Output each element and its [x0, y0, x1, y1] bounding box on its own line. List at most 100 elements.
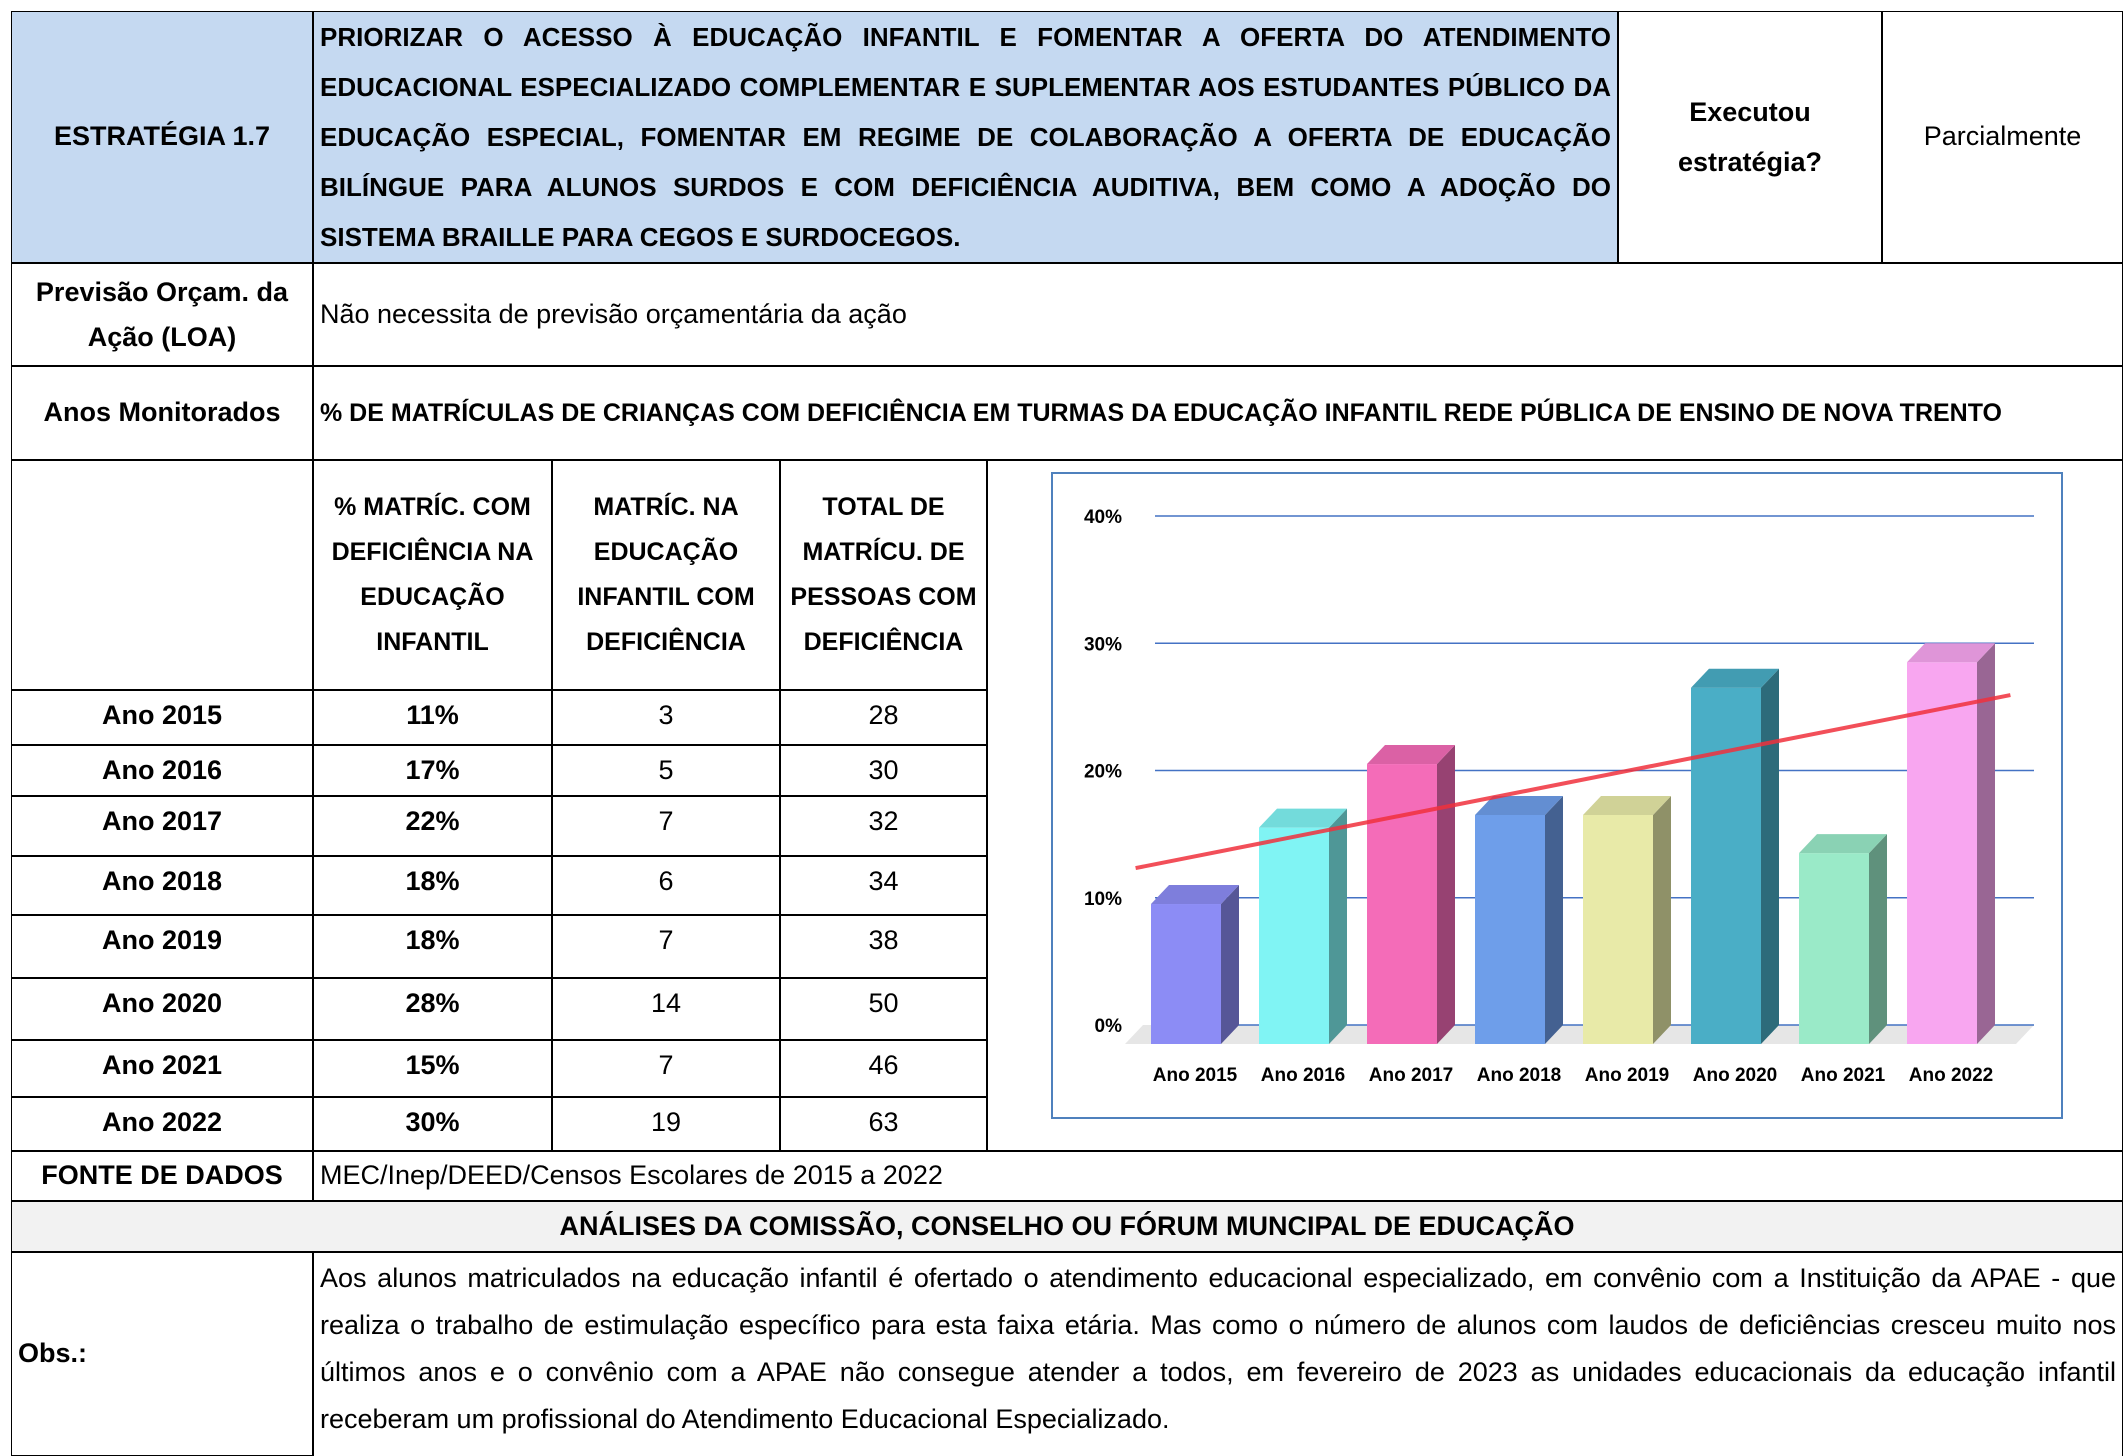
table-cell: 17% — [313, 745, 552, 796]
table-cell: 19 — [552, 1097, 780, 1151]
indicator-title: % DE MATRÍCULAS DE CRIANÇAS COM DEFICIÊN… — [313, 366, 2123, 460]
column-header: MATRÍC. NA EDUCAÇÃO INFANTIL COM DEFICIÊ… — [552, 460, 780, 690]
table-cell: 28% — [313, 978, 552, 1040]
cell-text: 18% — [405, 866, 460, 896]
bar-top — [1583, 795, 1671, 815]
bar — [1907, 662, 1977, 1044]
cell-text: Parcialmente — [1923, 121, 2082, 152]
table-cell: 7 — [552, 796, 780, 856]
analysis-title: ANÁLISES DA COMISSÃO, CONSELHO OU FÓRUM … — [11, 1201, 2123, 1252]
x-tick-label: Ano 2017 — [1369, 1065, 1453, 1086]
cell-text: PRIORIZAR O ACESSO À EDUCAÇÃO INFANTIL E… — [320, 22, 1611, 252]
cell-text: Ano 2021 — [101, 1050, 223, 1080]
cell-text: 7 — [658, 1050, 674, 1080]
column-header: % MATRÍC. COM DEFICIÊNCIA NA EDUCAÇÃO IN… — [313, 460, 552, 690]
y-tick-label: 0% — [1095, 1016, 1123, 1037]
cell-text: 50 — [868, 988, 899, 1018]
bar — [1691, 687, 1761, 1044]
table-cell: 5 — [552, 745, 780, 796]
table-cell: 3 — [552, 690, 780, 745]
source-text: MEC/Inep/DEED/Censos Escolares de 2015 a… — [313, 1151, 2123, 1201]
cell-text: 5 — [658, 755, 674, 785]
trend-line — [1135, 693, 2011, 871]
x-tick-label: Ano 2022 — [1909, 1065, 1993, 1086]
cell-text: Ano 2020 — [101, 988, 223, 1018]
cell-text: 28 — [868, 700, 899, 730]
cell-text: 63 — [868, 1107, 899, 1137]
table-cell: Ano 2019 — [11, 915, 313, 978]
table-cell: 32 — [780, 796, 987, 856]
cell-text: Ano 2018 — [101, 866, 223, 896]
cell-text: 30% — [405, 1107, 460, 1137]
question-label: Executou estratégia? — [1618, 11, 1882, 263]
table-cell: 63 — [780, 1097, 987, 1151]
cell-text: 18% — [405, 925, 460, 955]
strategy-label: ESTRATÉGIA 1.7 — [11, 11, 313, 263]
table-cell: 28 — [780, 690, 987, 745]
table-cell: 34 — [780, 856, 987, 915]
x-tick-label: Ano 2018 — [1477, 1065, 1561, 1086]
y-tick-label: 20% — [1084, 762, 1122, 783]
x-tick-label: Ano 2021 — [1801, 1065, 1886, 1086]
bar-top — [1151, 885, 1239, 905]
cell-text: Obs.: — [18, 1338, 88, 1369]
cell-text: ANÁLISES DA COMISSÃO, CONSELHO OU FÓRUM … — [559, 1210, 1575, 1241]
bar-side — [1437, 745, 1455, 1044]
column-header: TOTAL DE MATRÍCU. DE PESSOAS COM DEFICIÊ… — [780, 460, 987, 690]
table-cell: 22% — [313, 796, 552, 856]
cell-text: 15% — [405, 1050, 460, 1080]
bar-top — [1799, 834, 1887, 854]
table-cell: Ano 2016 — [11, 745, 313, 796]
cell-text: 6 — [658, 866, 674, 896]
budget-text: Não necessita de previsão orçamentária d… — [313, 263, 2123, 366]
cell-text: 46 — [868, 1050, 899, 1080]
bar-side — [1869, 834, 1887, 1044]
table-cell: 6 — [552, 856, 780, 915]
table-cell: Ano 2021 — [11, 1040, 313, 1097]
bar-side — [1977, 643, 1995, 1044]
table-cell: Ano 2022 — [11, 1097, 313, 1151]
bar-top — [1691, 668, 1779, 688]
cell-text: Previsão Orçam. da Ação (LOA) — [35, 276, 289, 352]
table-cell: 18% — [313, 856, 552, 915]
table-cell: Ano 2018 — [11, 856, 313, 915]
bar-top — [1367, 745, 1455, 765]
cell-text: FONTE DE DADOS — [41, 1160, 283, 1191]
cell-text: Ano 2017 — [101, 806, 223, 836]
cell-text: 7 — [658, 925, 674, 955]
cell-text: 19 — [650, 1107, 682, 1137]
source-label: FONTE DE DADOS — [11, 1151, 313, 1201]
cell-text: 22% — [405, 806, 460, 836]
bar — [1475, 814, 1545, 1044]
bar-side — [1761, 668, 1779, 1044]
table-cell: Ano 2017 — [11, 796, 313, 856]
cell-text: ESTRATÉGIA 1.7 — [53, 121, 271, 152]
bar — [1151, 904, 1221, 1044]
obs-text: Aos alunos matriculados na educação infa… — [313, 1252, 2123, 1456]
cell-text: MATRÍC. NA EDUCAÇÃO INFANTIL COM DEFICIÊ… — [577, 493, 755, 656]
table-cell: 30 — [780, 745, 987, 796]
cell-text: 34 — [868, 866, 899, 896]
cell-text: Aos alunos matriculados na educação infa… — [320, 1263, 2116, 1434]
answer: Parcialmente — [1882, 11, 2123, 263]
table-cell: 46 — [780, 1040, 987, 1097]
table-cell: Ano 2020 — [11, 978, 313, 1040]
cell-text: 28% — [405, 988, 460, 1018]
cell-text: Ano 2015 — [101, 700, 223, 730]
table-cell: 7 — [552, 915, 780, 978]
x-tick-label: Ano 2020 — [1693, 1065, 1777, 1086]
cell-text: Ano 2022 — [101, 1107, 223, 1137]
bar-top — [1907, 643, 1995, 663]
y-tick-label: 40% — [1084, 507, 1122, 528]
bar — [1259, 827, 1329, 1044]
x-tick-label: Ano 2016 — [1261, 1065, 1345, 1086]
table-cell: 11% — [313, 690, 552, 745]
cell-text: Não necessita de previsão orçamentária d… — [320, 298, 907, 329]
y-tick-label: 30% — [1084, 634, 1122, 655]
table-cell: Ano 2015 — [11, 690, 313, 745]
bar-top — [1475, 795, 1563, 815]
empty-cell — [11, 460, 313, 690]
cell-text: Anos Monitorados — [43, 397, 281, 428]
